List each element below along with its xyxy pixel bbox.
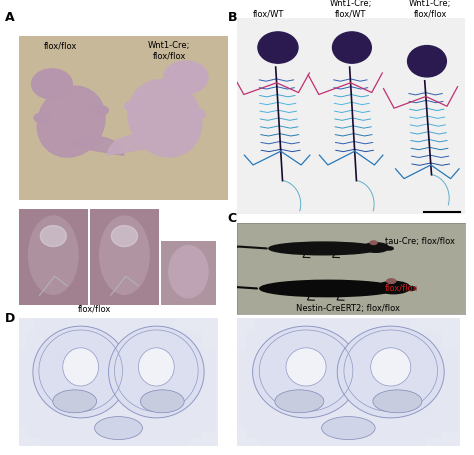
Ellipse shape: [111, 226, 137, 247]
Bar: [19, 350, 49, 427]
Ellipse shape: [408, 46, 447, 77]
Ellipse shape: [286, 348, 326, 386]
Ellipse shape: [37, 86, 105, 157]
Ellipse shape: [63, 348, 99, 386]
Bar: [426, 348, 457, 430]
Text: flox/flox: flox/flox: [44, 41, 77, 51]
Polygon shape: [108, 135, 164, 155]
Ellipse shape: [363, 243, 389, 252]
Ellipse shape: [91, 106, 108, 115]
Ellipse shape: [33, 326, 128, 418]
Text: Wnt1-Cre;
flox/flox: Wnt1-Cre; flox/flox: [409, 0, 452, 18]
Ellipse shape: [95, 417, 142, 440]
Text: Wnt1-Cre;
flox/WT: Wnt1-Cre; flox/WT: [329, 0, 372, 18]
Ellipse shape: [109, 326, 204, 418]
Ellipse shape: [40, 226, 66, 247]
Text: C: C: [228, 212, 237, 225]
Text: flox/flox: flox/flox: [385, 284, 418, 293]
Ellipse shape: [337, 326, 444, 418]
Text: Wnt1-Cre;
flox/flox: Wnt1-Cre; flox/flox: [148, 41, 190, 61]
Text: flox/flox: flox/flox: [78, 304, 111, 313]
Ellipse shape: [164, 61, 208, 94]
Bar: [39, 420, 188, 446]
Ellipse shape: [406, 287, 416, 290]
Bar: [237, 350, 270, 427]
Text: Nestin-CreERT2; flox/flox: Nestin-CreERT2; flox/flox: [296, 304, 401, 313]
Bar: [35, 318, 174, 344]
Ellipse shape: [258, 32, 298, 63]
Ellipse shape: [53, 390, 97, 413]
Ellipse shape: [28, 216, 78, 294]
Ellipse shape: [373, 390, 422, 413]
Bar: [246, 331, 442, 438]
Bar: [259, 420, 427, 446]
Ellipse shape: [322, 417, 375, 440]
Bar: [27, 331, 202, 438]
Ellipse shape: [377, 281, 410, 294]
Ellipse shape: [387, 279, 396, 283]
Ellipse shape: [128, 80, 202, 157]
Polygon shape: [72, 136, 124, 156]
Ellipse shape: [385, 247, 393, 250]
Ellipse shape: [125, 101, 143, 111]
Bar: [255, 318, 411, 344]
Ellipse shape: [275, 390, 324, 413]
Ellipse shape: [260, 280, 396, 297]
Ellipse shape: [269, 242, 378, 255]
Ellipse shape: [253, 326, 359, 418]
Ellipse shape: [100, 216, 149, 294]
Ellipse shape: [140, 390, 184, 413]
Ellipse shape: [187, 109, 205, 119]
Ellipse shape: [169, 246, 208, 298]
Text: flox/WT: flox/WT: [253, 9, 284, 18]
Text: D: D: [5, 312, 15, 325]
Text: A: A: [5, 11, 14, 25]
Text: B: B: [228, 11, 237, 25]
Ellipse shape: [34, 113, 51, 122]
Ellipse shape: [332, 32, 371, 63]
Text: tau-Cre; flox/flox: tau-Cre; flox/flox: [385, 237, 455, 246]
Ellipse shape: [87, 136, 103, 145]
Ellipse shape: [32, 69, 73, 99]
Ellipse shape: [138, 348, 174, 386]
Ellipse shape: [371, 348, 411, 386]
Ellipse shape: [370, 241, 377, 244]
Ellipse shape: [130, 134, 148, 144]
Bar: [188, 348, 216, 430]
